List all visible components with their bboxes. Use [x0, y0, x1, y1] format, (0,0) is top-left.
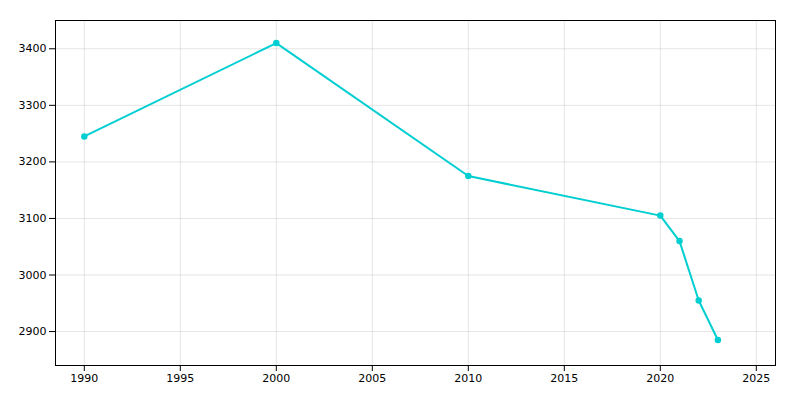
svg-text:2015: 2015 [550, 372, 578, 385]
svg-text:2020: 2020 [646, 372, 674, 385]
svg-text:2025: 2025 [742, 372, 770, 385]
svg-text:2000: 2000 [262, 372, 290, 385]
svg-text:1995: 1995 [166, 372, 194, 385]
svg-text:2005: 2005 [358, 372, 386, 385]
svg-text:2900: 2900 [19, 325, 47, 338]
svg-text:2010: 2010 [454, 372, 482, 385]
svg-text:1990: 1990 [70, 372, 98, 385]
svg-text:3300: 3300 [19, 99, 47, 112]
svg-text:3400: 3400 [19, 42, 47, 55]
svg-text:3200: 3200 [19, 155, 47, 168]
svg-text:3100: 3100 [19, 212, 47, 225]
svg-text:3000: 3000 [19, 269, 47, 282]
